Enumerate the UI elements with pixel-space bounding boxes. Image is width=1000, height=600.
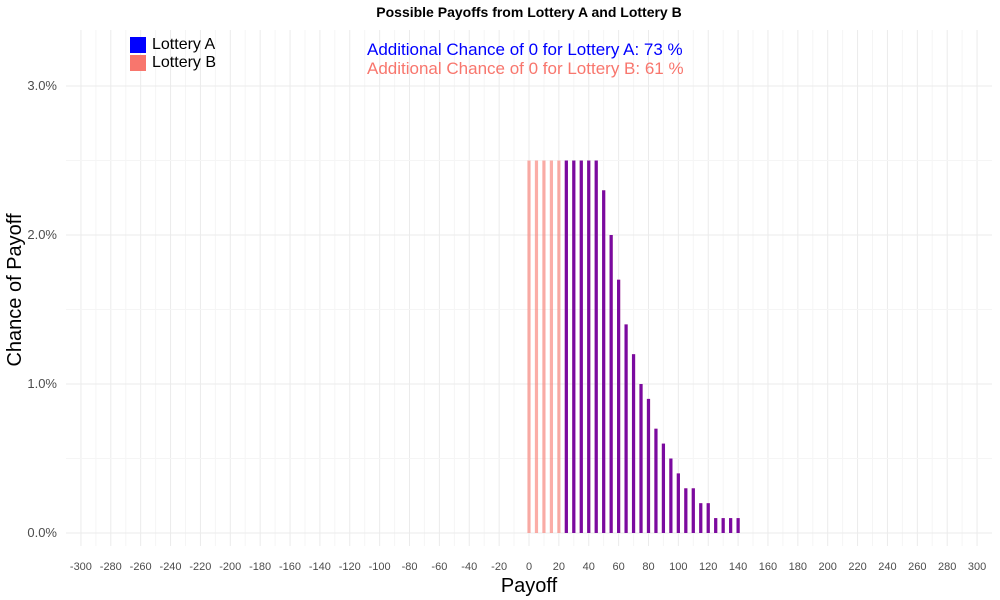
x-tick-label: -140 (309, 561, 331, 573)
bar-lottery-b (557, 160, 561, 533)
bar-lottery-b (534, 160, 539, 533)
legend: Lottery A Lottery B (130, 36, 216, 72)
x-tick-label: -120 (339, 561, 361, 573)
bar-lottery-a (714, 518, 718, 533)
legend-label-lottery-a: Lottery A (152, 36, 216, 53)
bar-lottery-a (706, 503, 710, 533)
bar-lottery-a (691, 488, 695, 533)
bar-lottery-a (654, 428, 658, 533)
x-tick-label: 200 (819, 561, 837, 573)
bar-lottery-a (736, 518, 740, 533)
legend-label-lottery-b: Lottery B (152, 54, 217, 71)
legend-item-lottery-a: Lottery A (130, 36, 216, 54)
bar-lottery-a (676, 473, 680, 533)
x-tick-label: 100 (669, 561, 687, 573)
x-tick-label: 180 (789, 561, 807, 573)
bar-lottery-a (729, 518, 733, 533)
bar-lottery-a (624, 324, 628, 533)
x-tick-labels: -300 -280 -260 -240 -220 -200 -180 -160 -140 -120… (70, 561, 986, 573)
bar-lottery-a (721, 518, 725, 533)
bar-lottery-a (587, 160, 591, 533)
bar-lottery-a (631, 354, 636, 533)
x-tick-label: -160 (279, 561, 301, 573)
legend-item-lottery-b: Lottery B (130, 54, 216, 72)
y-axis-label: Chance of Payoff (4, 213, 26, 367)
chart-title: Possible Payoffs from Lottery A and Lott… (376, 4, 681, 20)
x-tick-label: 220 (848, 561, 866, 573)
bar-lottery-a (699, 503, 703, 533)
bar-lottery-a (684, 488, 688, 533)
bars (527, 160, 740, 534)
x-tick-label: -180 (249, 561, 271, 573)
x-tick-label: 260 (908, 561, 926, 573)
bar-lottery-b (542, 160, 546, 533)
x-tick-label: -60 (431, 561, 447, 573)
bar-lottery-a (661, 443, 666, 533)
bar-lottery-a (669, 458, 673, 533)
bar-lottery-a (639, 384, 643, 533)
bar-lottery-a (579, 160, 583, 533)
x-tick-label: 40 (583, 561, 595, 573)
x-tick-label: -260 (130, 561, 152, 573)
bar-lottery-a (564, 160, 568, 533)
y-tick-labels: 0.0% 1.0% 2.0% 3.0% (27, 78, 57, 540)
x-tick-label: 280 (938, 561, 956, 573)
x-tick-label: -220 (189, 561, 211, 573)
x-tick-label: -80 (402, 561, 418, 573)
x-tick-label: 120 (699, 561, 717, 573)
bar-lottery-a (609, 235, 613, 533)
y-tick-label: 3.0% (27, 78, 57, 93)
bar-lottery-a (594, 160, 598, 533)
x-tick-label: -200 (219, 561, 241, 573)
x-tick-label: 140 (729, 561, 747, 573)
y-tick-label: 1.0% (27, 376, 57, 391)
annotation-lottery-b: Additional Chance of 0 for Lottery B: 61… (367, 59, 684, 78)
x-tick-label: 160 (759, 561, 777, 573)
x-tick-label: 240 (878, 561, 896, 573)
x-tick-label: -40 (461, 561, 477, 573)
bar-lottery-a (572, 160, 576, 533)
x-tick-label: -300 (70, 561, 92, 573)
legend-swatch-lottery-a (130, 37, 146, 53)
legend-swatch-lottery-b (130, 55, 146, 71)
x-tick-label: 80 (642, 561, 654, 573)
x-tick-label: -20 (491, 561, 507, 573)
bar-lottery-b (527, 160, 531, 533)
bar-lottery-b (549, 160, 554, 533)
x-tick-label: 0 (526, 561, 532, 573)
bar-lottery-a (602, 190, 606, 534)
y-tick-label: 2.0% (27, 227, 57, 242)
annotation-lottery-a: Additional Chance of 0 for Lottery A: 73… (367, 40, 683, 59)
bar-lottery-a (646, 398, 651, 533)
x-tick-label: 20 (553, 561, 565, 573)
x-axis-label: Payoff (501, 575, 558, 597)
bar-lottery-a (617, 279, 621, 533)
x-tick-label: -100 (369, 561, 391, 573)
x-tick-label: -240 (160, 561, 182, 573)
x-tick-label: 300 (968, 561, 986, 573)
y-tick-label: 0.0% (27, 525, 57, 540)
x-tick-label: 60 (612, 561, 624, 573)
x-tick-label: -280 (100, 561, 122, 573)
